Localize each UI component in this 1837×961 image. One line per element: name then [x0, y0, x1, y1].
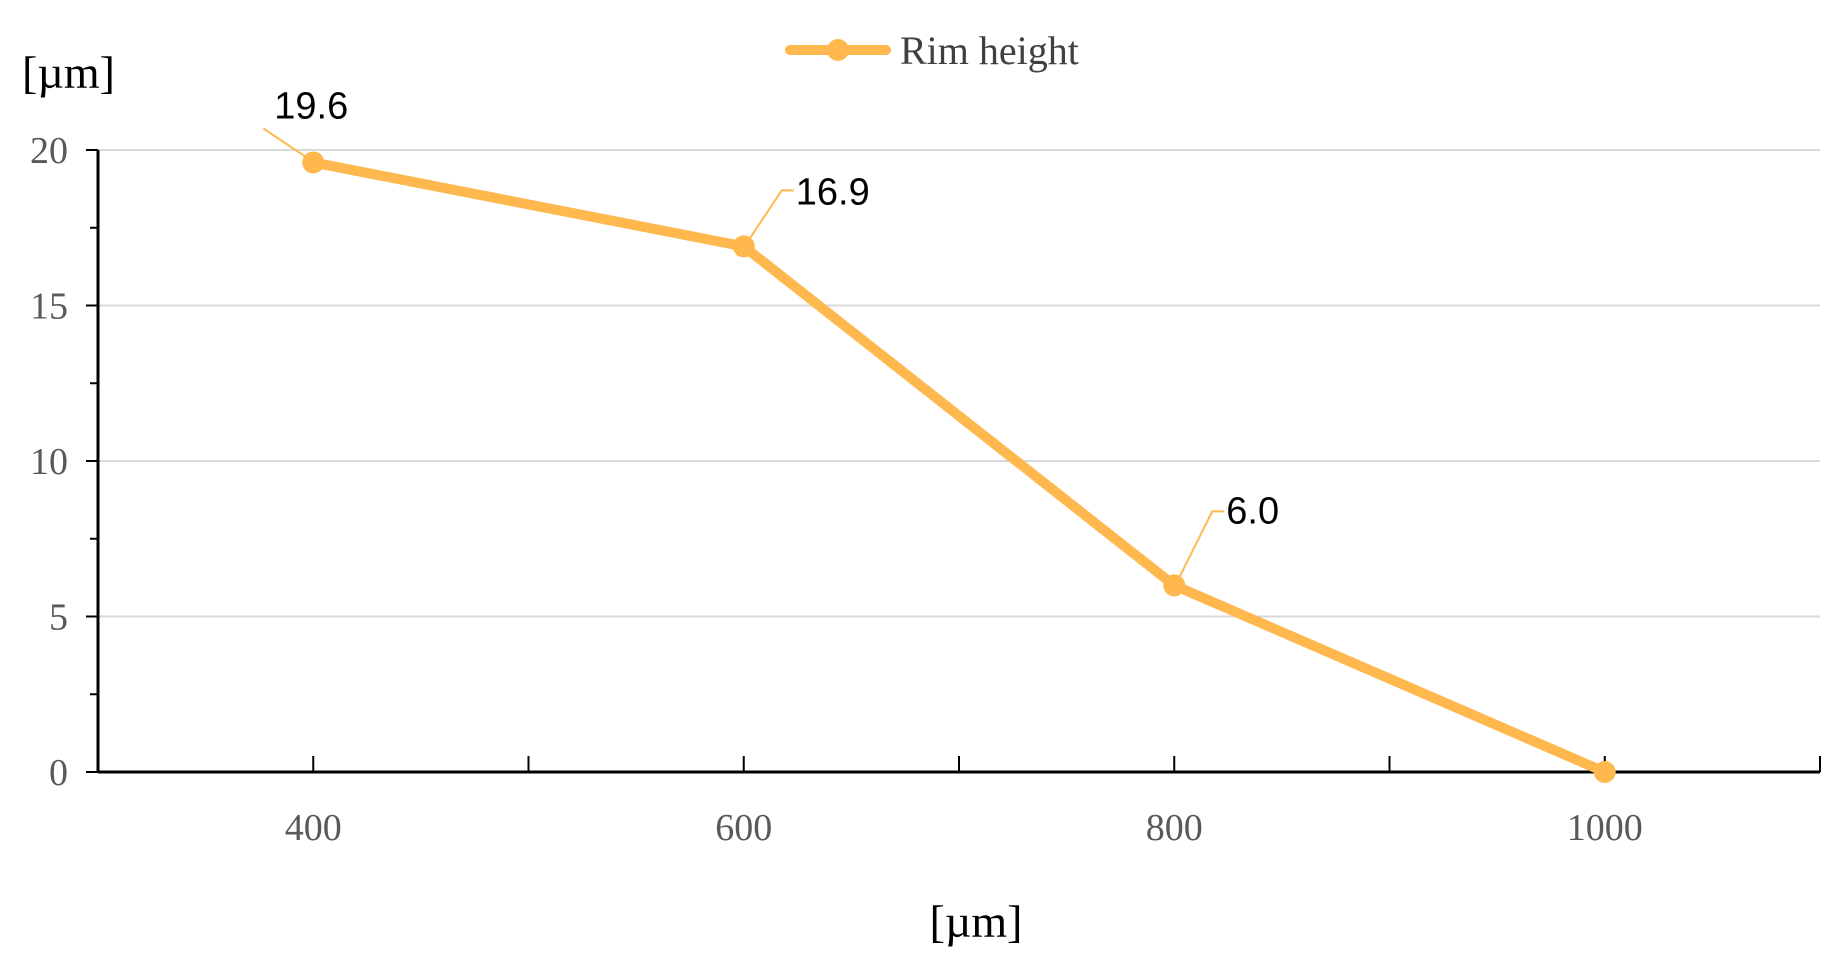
y-tick-label-1: 5 — [49, 597, 68, 639]
x-tick-label-0: 400 — [285, 807, 342, 849]
y-tick-label-2: 10 — [30, 441, 68, 483]
y-tick-label-3: 15 — [30, 286, 68, 328]
series-line-rim-height — [308, 157, 1610, 777]
legend: Rim height — [785, 28, 1079, 73]
series-layer — [302, 151, 1616, 783]
leader-line-1 — [744, 189, 794, 245]
data-label-0: 19.6 — [274, 85, 348, 127]
leader-line-2 — [1175, 510, 1225, 584]
leader-line-0 — [262, 127, 312, 162]
data-point-1 — [732, 235, 755, 258]
data-label-1: 16.9 — [796, 171, 870, 213]
x-axis-title: [µm] — [930, 896, 1023, 947]
data-labels: 19.6 16.9 6.0 — [262, 85, 1279, 584]
x-tick-label-1: 600 — [715, 807, 772, 849]
axis-ticks: 0 5 10 15 20 400 600 800 1000 — [30, 130, 1821, 849]
data-point-3 — [1593, 761, 1616, 783]
y-tick-label-4: 20 — [30, 130, 68, 172]
data-point-0 — [302, 151, 325, 174]
y-axis-title: [µm] — [22, 47, 115, 98]
data-point-2 — [1163, 574, 1186, 597]
y-tick-label-0: 0 — [49, 752, 68, 794]
x-tick-label-3: 1000 — [1567, 807, 1643, 849]
legend-marker-rim-height — [827, 39, 849, 61]
data-label-2: 6.0 — [1226, 490, 1279, 532]
legend-label-rim-height: Rim height — [900, 28, 1079, 73]
gridlines — [98, 149, 1820, 618]
x-tick-label-2: 800 — [1146, 807, 1203, 849]
